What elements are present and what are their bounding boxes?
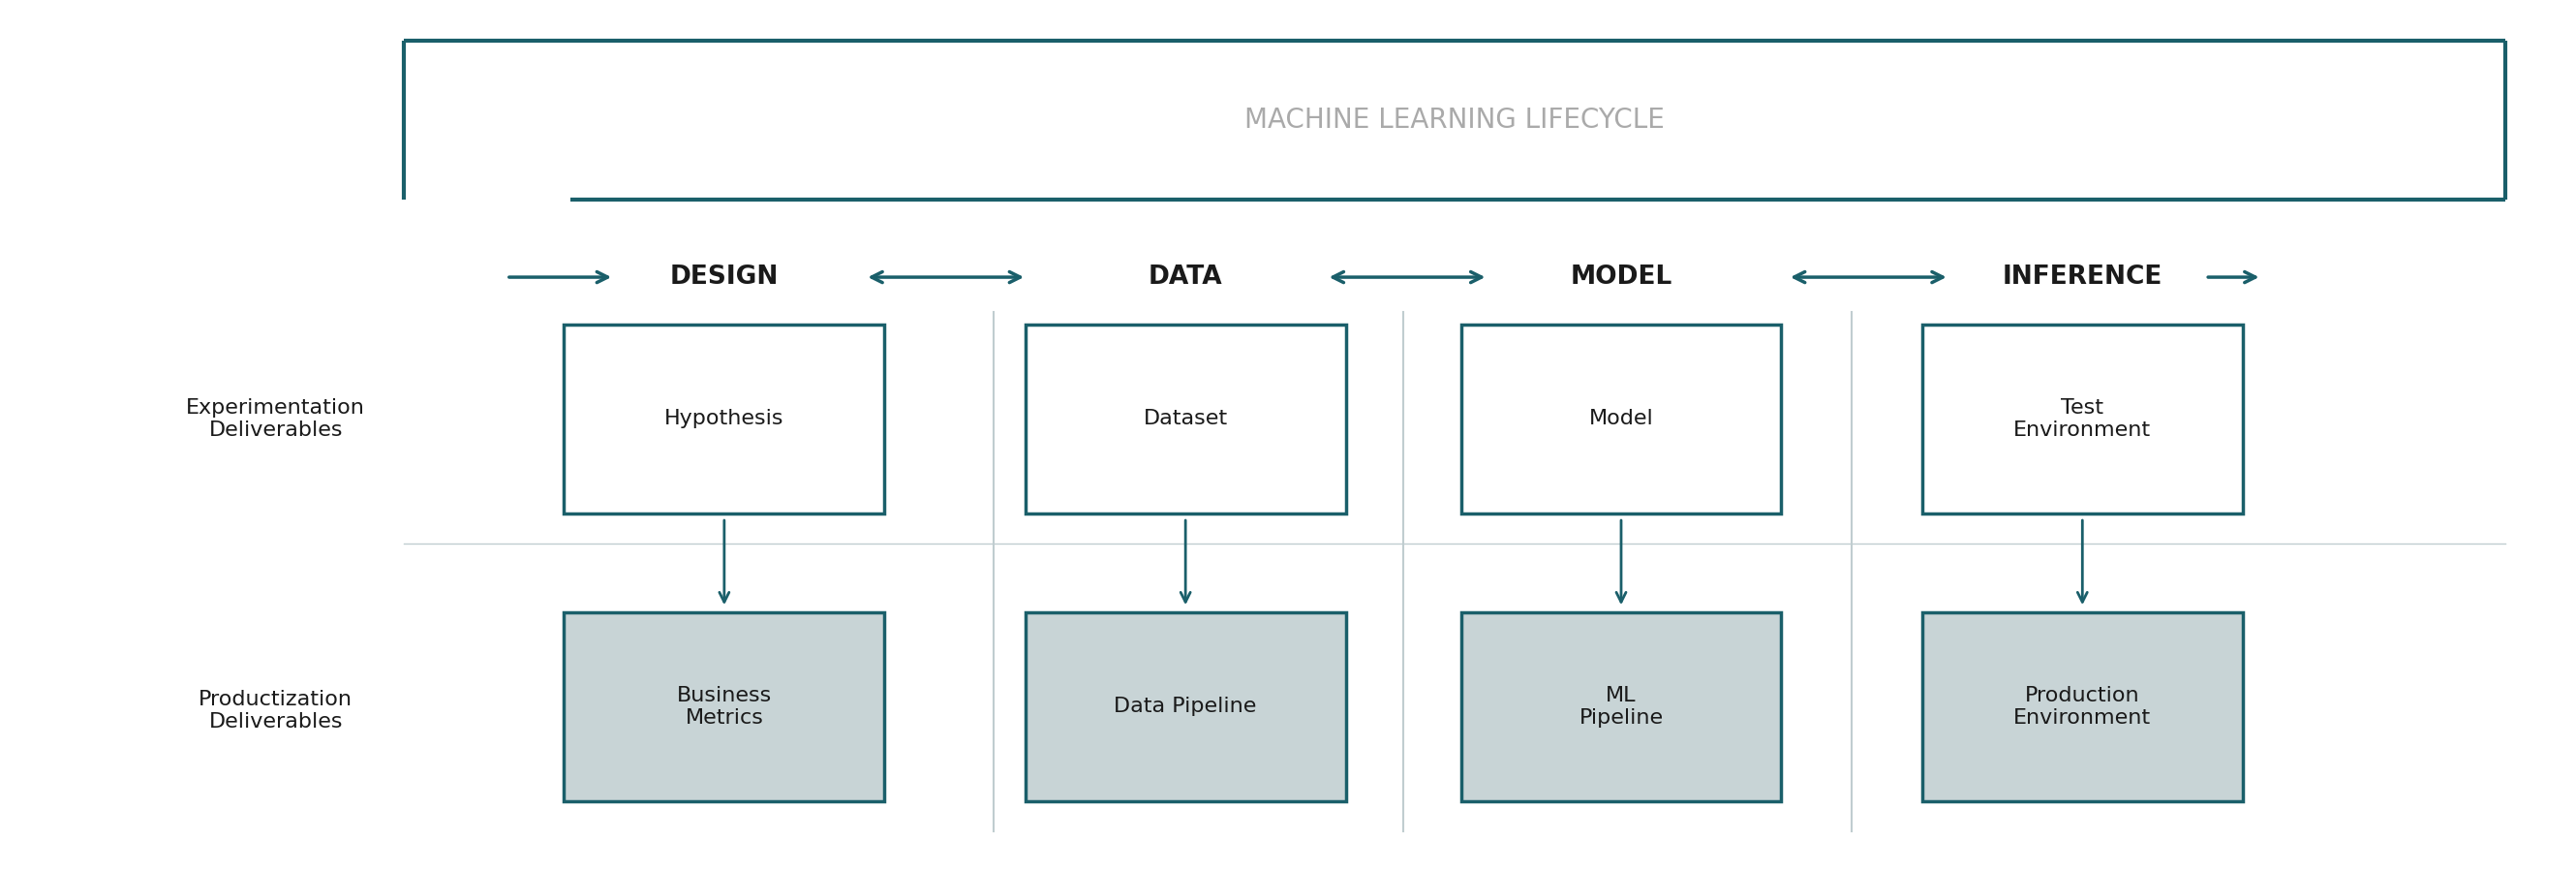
FancyBboxPatch shape [1922,324,2244,514]
Text: Experimentation
Deliverables: Experimentation Deliverables [185,398,366,439]
FancyBboxPatch shape [564,612,884,800]
Text: Business
Metrics: Business Metrics [677,685,773,727]
Text: Hypothesis: Hypothesis [665,409,783,428]
Text: ML
Pipeline: ML Pipeline [1579,685,1664,727]
FancyBboxPatch shape [1461,612,1780,800]
Text: INFERENCE: INFERENCE [2002,264,2161,290]
Text: DESIGN: DESIGN [670,264,778,290]
FancyBboxPatch shape [1922,612,2244,800]
FancyBboxPatch shape [564,324,884,514]
Text: Production
Environment: Production Environment [2014,685,2151,727]
FancyBboxPatch shape [1025,324,1345,514]
Text: Data Pipeline: Data Pipeline [1115,697,1257,716]
FancyBboxPatch shape [1025,612,1345,800]
Text: Test
Environment: Test Environment [2014,398,2151,439]
Text: MACHINE LEARNING LIFECYCLE: MACHINE LEARNING LIFECYCLE [1244,107,1664,134]
FancyBboxPatch shape [1461,324,1780,514]
Text: Dataset: Dataset [1144,409,1229,428]
Text: Model: Model [1589,409,1654,428]
Text: DATA: DATA [1149,264,1224,290]
Text: Productization
Deliverables: Productization Deliverables [198,690,353,732]
Text: MODEL: MODEL [1571,264,1672,290]
